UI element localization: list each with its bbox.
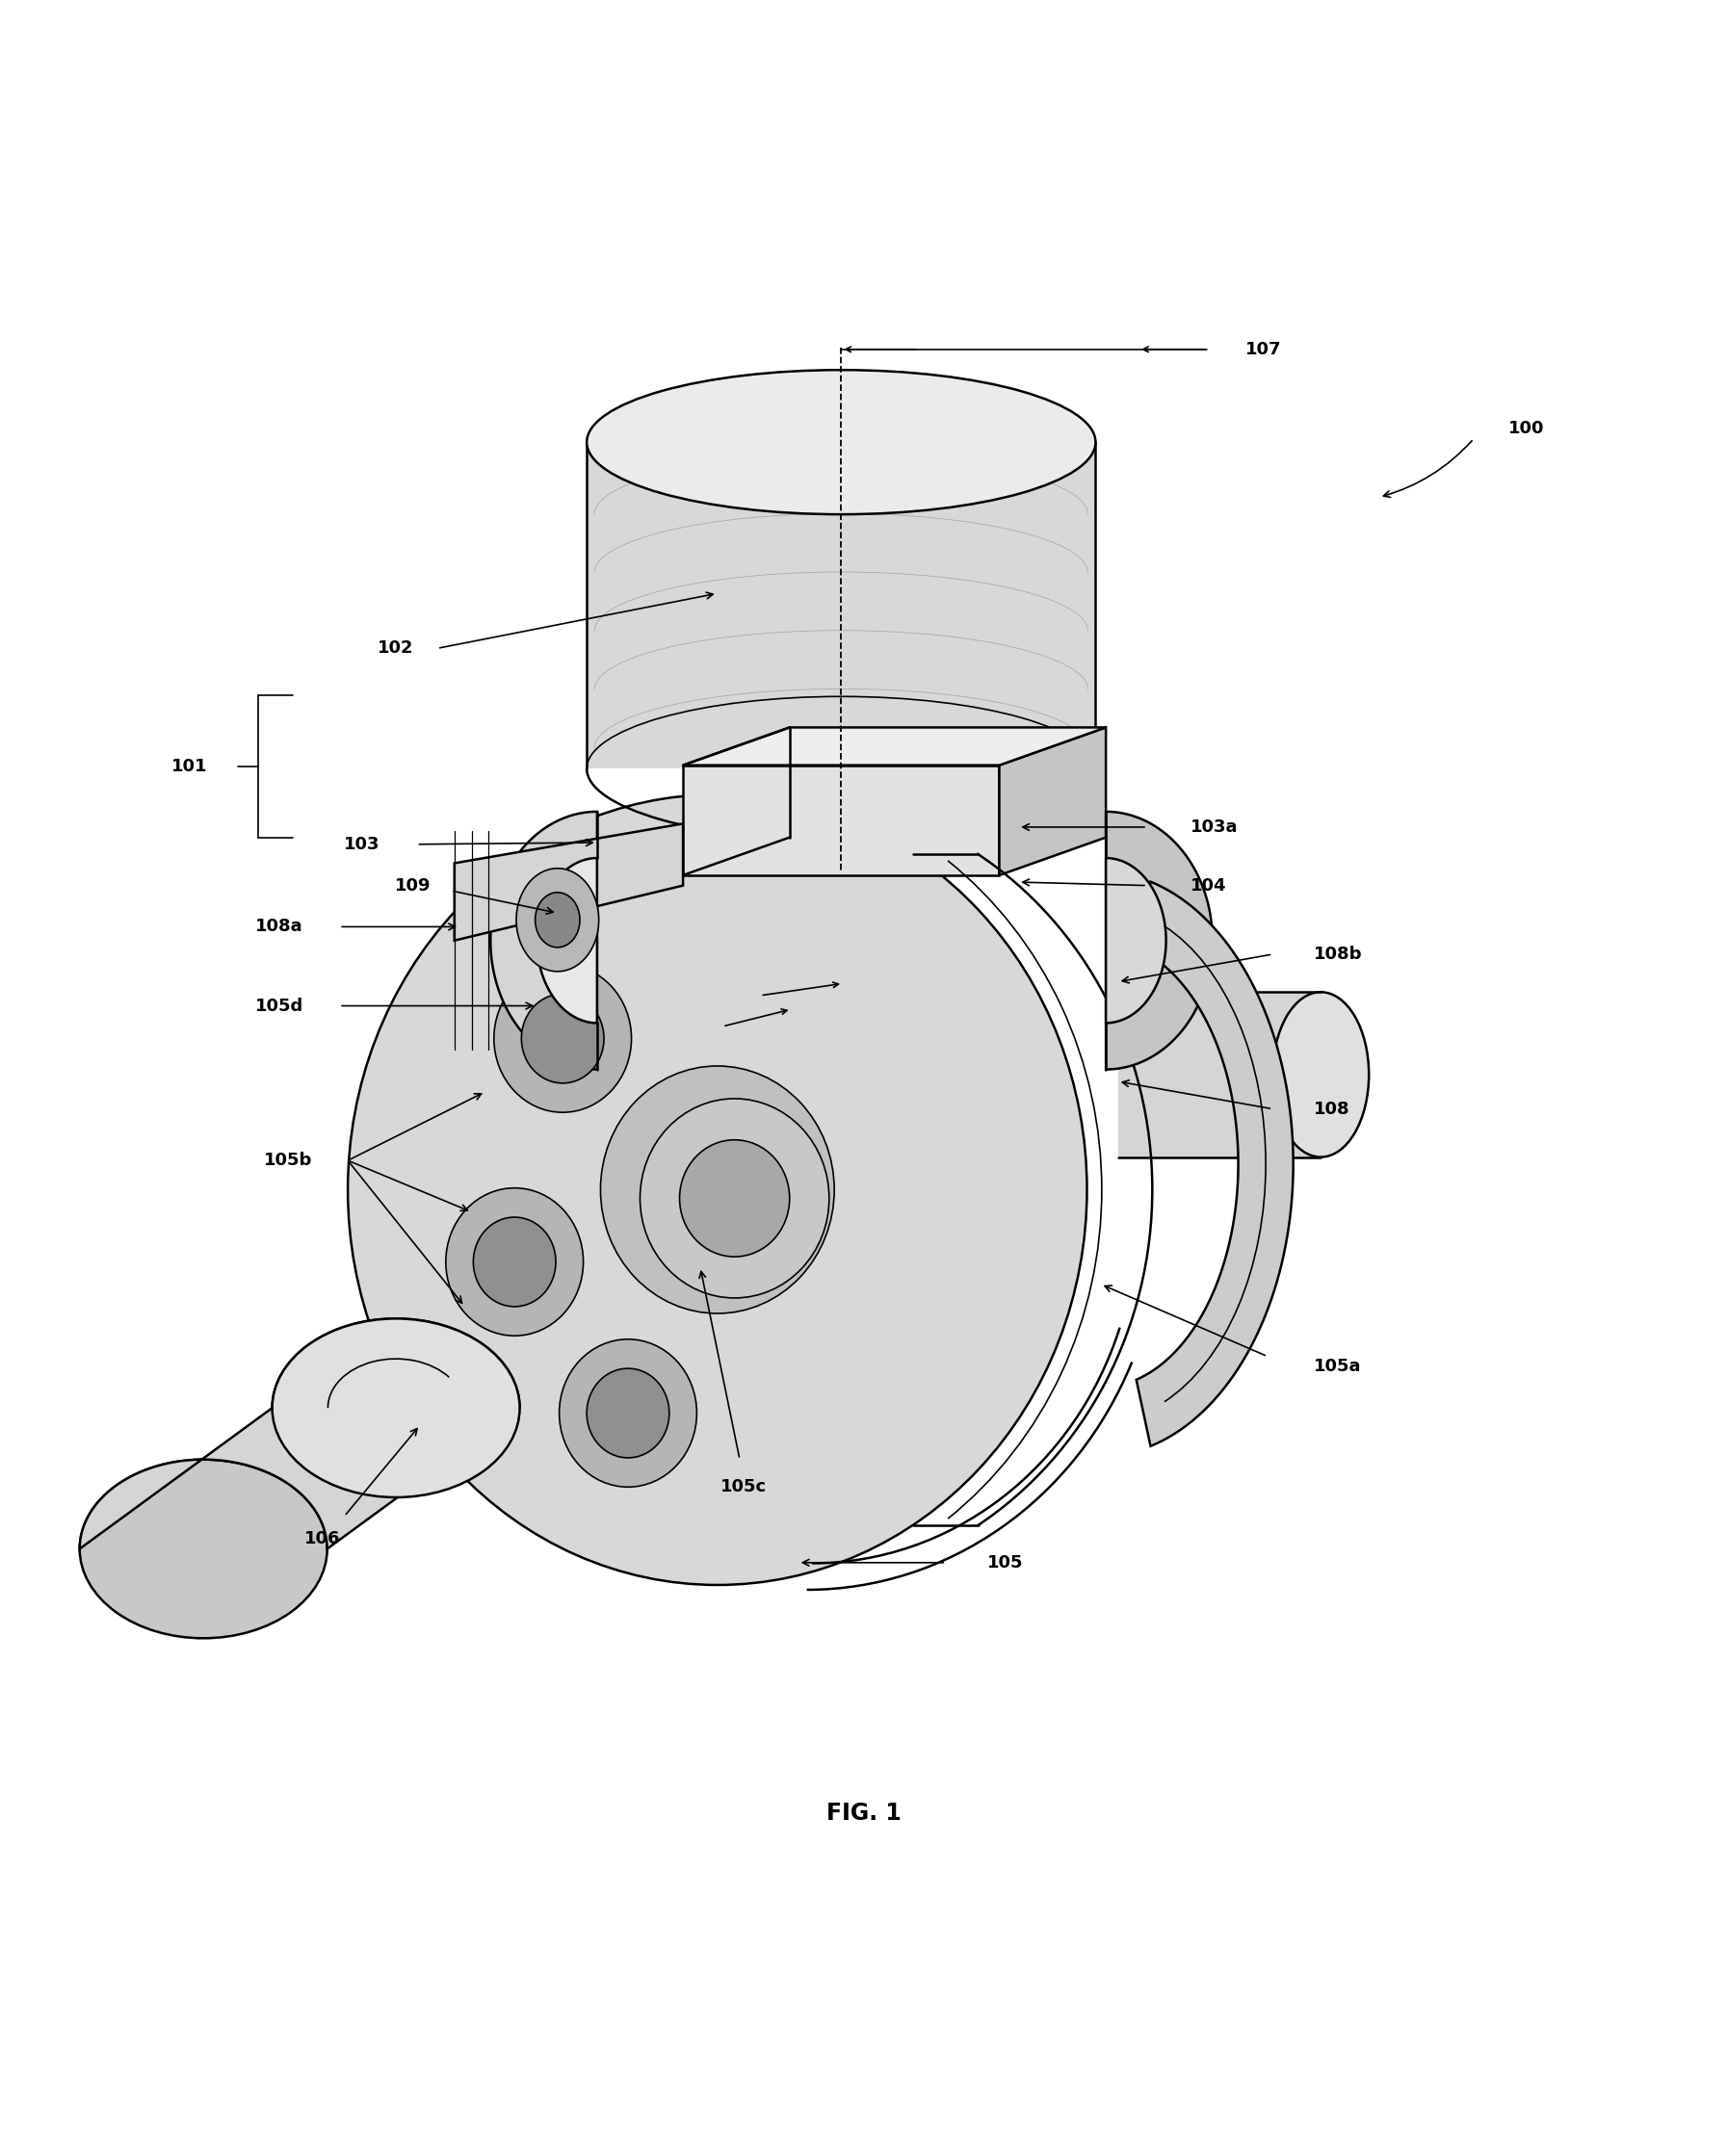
- Text: 106: 106: [304, 1531, 340, 1548]
- Text: 108: 108: [1314, 1100, 1351, 1117]
- Text: 104: 104: [1190, 877, 1226, 895]
- Text: 102: 102: [378, 640, 414, 658]
- Ellipse shape: [79, 1460, 326, 1639]
- Polygon shape: [1117, 992, 1321, 1158]
- Text: 105d: 105d: [256, 998, 304, 1015]
- Ellipse shape: [473, 1218, 556, 1307]
- Ellipse shape: [601, 1065, 834, 1313]
- Polygon shape: [1000, 727, 1105, 875]
- Text: 105c: 105c: [720, 1479, 767, 1496]
- Ellipse shape: [1273, 992, 1370, 1158]
- Ellipse shape: [535, 893, 580, 946]
- Text: 109: 109: [395, 877, 432, 895]
- Polygon shape: [1136, 882, 1294, 1447]
- Text: 100: 100: [1508, 420, 1544, 438]
- Ellipse shape: [679, 1141, 789, 1257]
- Ellipse shape: [587, 371, 1095, 515]
- Polygon shape: [682, 727, 1105, 765]
- Text: 108b: 108b: [1314, 946, 1363, 964]
- Ellipse shape: [347, 793, 1086, 1585]
- Polygon shape: [587, 442, 1095, 770]
- Text: 105a: 105a: [1314, 1358, 1361, 1376]
- Ellipse shape: [273, 1319, 520, 1496]
- Text: 103a: 103a: [1190, 819, 1238, 837]
- Polygon shape: [490, 811, 598, 1069]
- Polygon shape: [537, 858, 598, 1022]
- Ellipse shape: [494, 964, 632, 1112]
- Ellipse shape: [653, 1121, 782, 1257]
- Ellipse shape: [641, 1100, 829, 1298]
- Text: 103: 103: [344, 837, 380, 854]
- Text: FIG. 1: FIG. 1: [826, 1802, 901, 1826]
- Ellipse shape: [446, 1188, 584, 1337]
- Polygon shape: [1105, 858, 1166, 1022]
- Text: 101: 101: [171, 757, 207, 774]
- Polygon shape: [79, 1319, 520, 1548]
- Text: 107: 107: [1245, 341, 1281, 358]
- Ellipse shape: [516, 869, 599, 972]
- Text: 105: 105: [988, 1554, 1024, 1572]
- Polygon shape: [1105, 811, 1212, 1069]
- Ellipse shape: [522, 994, 604, 1082]
- Text: 108a: 108a: [256, 918, 302, 936]
- Text: 105b: 105b: [264, 1151, 313, 1169]
- Ellipse shape: [587, 1369, 670, 1457]
- Polygon shape: [682, 765, 1000, 875]
- Polygon shape: [454, 824, 682, 940]
- Ellipse shape: [560, 1339, 696, 1488]
